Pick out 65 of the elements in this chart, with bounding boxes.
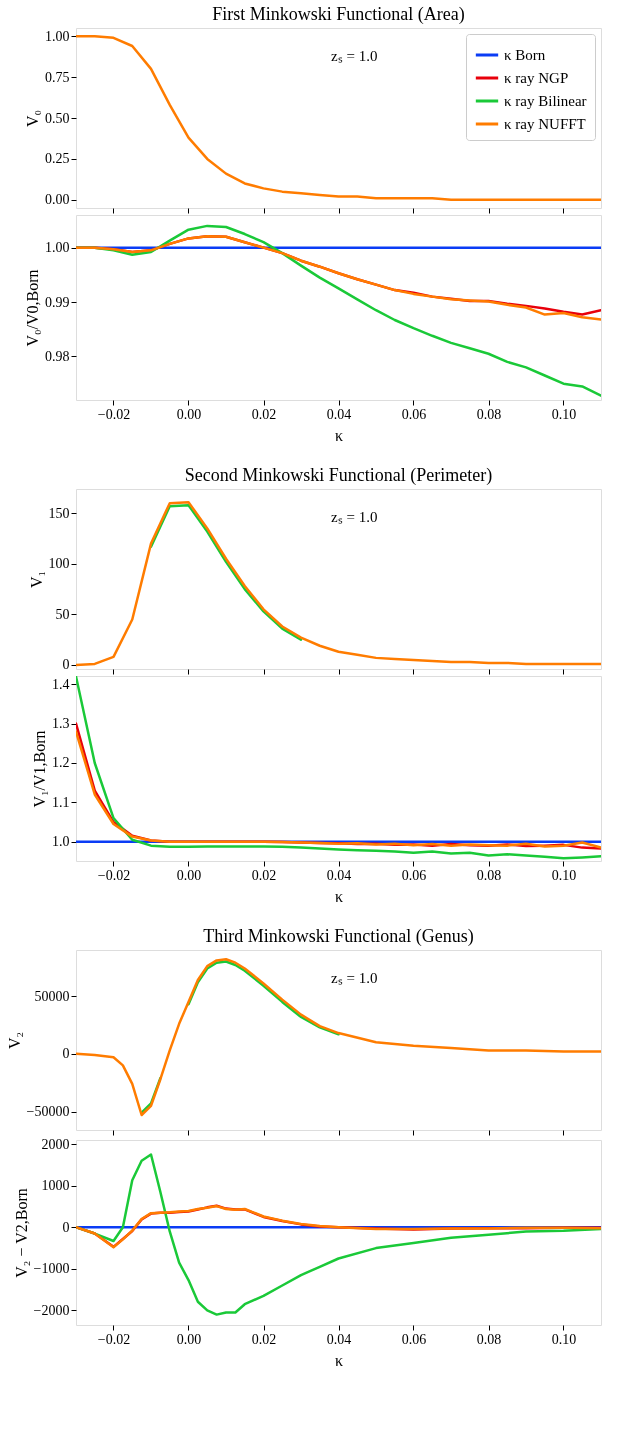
- y-tick-label: 0: [62, 657, 70, 673]
- x-tick-label: −0.02: [97, 867, 131, 883]
- legend-label: κ ray NUFFT: [504, 116, 586, 132]
- x-tick-label: 0.06: [401, 1331, 427, 1347]
- y-axis-title: V₀: [24, 109, 41, 128]
- x-tick-label: 0.10: [551, 1331, 577, 1347]
- x-tick-label: 0.10: [551, 867, 577, 883]
- y-axis-title: V₁/V1,Born: [31, 730, 48, 808]
- x-axis-title: κ: [334, 887, 344, 905]
- y-tick-label: 0.98: [45, 348, 70, 364]
- x-tick-label: 0.02: [251, 406, 277, 422]
- y-tick-label: 1.4: [52, 676, 70, 692]
- x-axis-title: κ: [334, 1351, 344, 1369]
- y-tick-label: −50000: [26, 1104, 70, 1120]
- y-tick-label: 0.75: [45, 69, 70, 85]
- y-tick-label: 0.99: [45, 294, 70, 310]
- x-tick-label: 0.10: [551, 406, 577, 422]
- y-tick-label: 1.00: [45, 240, 70, 256]
- y-tick-label: −2000: [33, 1302, 70, 1318]
- legend-label: κ ray Bilinear: [504, 93, 587, 109]
- x-tick-label: 0.06: [401, 406, 427, 422]
- y-axis-title: V₁: [27, 570, 45, 589]
- y-axis-title: V₀/V0,Born: [24, 269, 41, 347]
- y-tick-label: 1.00: [45, 28, 70, 44]
- chart-title: Second Minkowski Functional (Perimeter): [184, 465, 493, 486]
- annotation: zₛ = 1.0: [331, 970, 378, 986]
- legend-label: κ ray NGP: [504, 70, 569, 86]
- y-tick-label: 2000: [41, 1136, 70, 1152]
- x-tick-label: 0.00: [176, 1331, 202, 1347]
- x-tick-label: 0.00: [176, 406, 202, 422]
- y-tick-label: 0.25: [45, 151, 70, 167]
- x-tick-label: 0.08: [476, 406, 502, 422]
- y-tick-label: 150: [48, 505, 70, 521]
- y-tick-label: 0: [62, 1219, 70, 1235]
- x-tick-label: 0.08: [476, 1331, 502, 1347]
- x-tick-label: 0.04: [326, 406, 352, 422]
- y-tick-label: 50: [55, 606, 70, 622]
- chart-title: First Minkowski Functional (Area): [212, 4, 465, 25]
- y-tick-label: 0: [62, 1046, 70, 1062]
- x-tick-label: 0.00: [176, 867, 202, 883]
- y-axis-title: V₂ − V2,Born: [12, 1188, 30, 1278]
- x-tick-label: −0.02: [97, 1331, 131, 1347]
- chart-title: Third Minkowski Functional (Genus): [203, 926, 474, 947]
- annotation: zₛ = 1.0: [331, 48, 378, 64]
- y-tick-label: 100: [48, 556, 70, 572]
- legend-label: κ Born: [504, 47, 546, 63]
- y-tick-label: 0.50: [45, 110, 70, 126]
- x-tick-label: 0.02: [251, 1331, 277, 1347]
- y-tick-label: −1000: [33, 1261, 70, 1277]
- x-tick-label: 0.06: [401, 867, 427, 883]
- x-tick-label: 0.08: [476, 867, 502, 883]
- y-tick-label: 50000: [34, 988, 70, 1004]
- x-tick-label: −0.02: [97, 406, 131, 422]
- y-tick-label: 1.3: [52, 716, 70, 732]
- x-tick-label: 0.04: [326, 1331, 352, 1347]
- y-tick-label: 0.00: [45, 192, 70, 208]
- y-tick-label: 1.1: [52, 794, 70, 810]
- y-tick-label: 1.2: [52, 755, 70, 771]
- y-axis-title: V₂: [5, 1031, 23, 1050]
- x-tick-label: 0.02: [251, 867, 277, 883]
- y-tick-label: 1.0: [52, 834, 70, 850]
- x-tick-label: 0.04: [326, 867, 352, 883]
- annotation: zₛ = 1.0: [331, 509, 378, 525]
- y-tick-label: 1000: [41, 1178, 70, 1194]
- x-axis-title: κ: [334, 426, 344, 444]
